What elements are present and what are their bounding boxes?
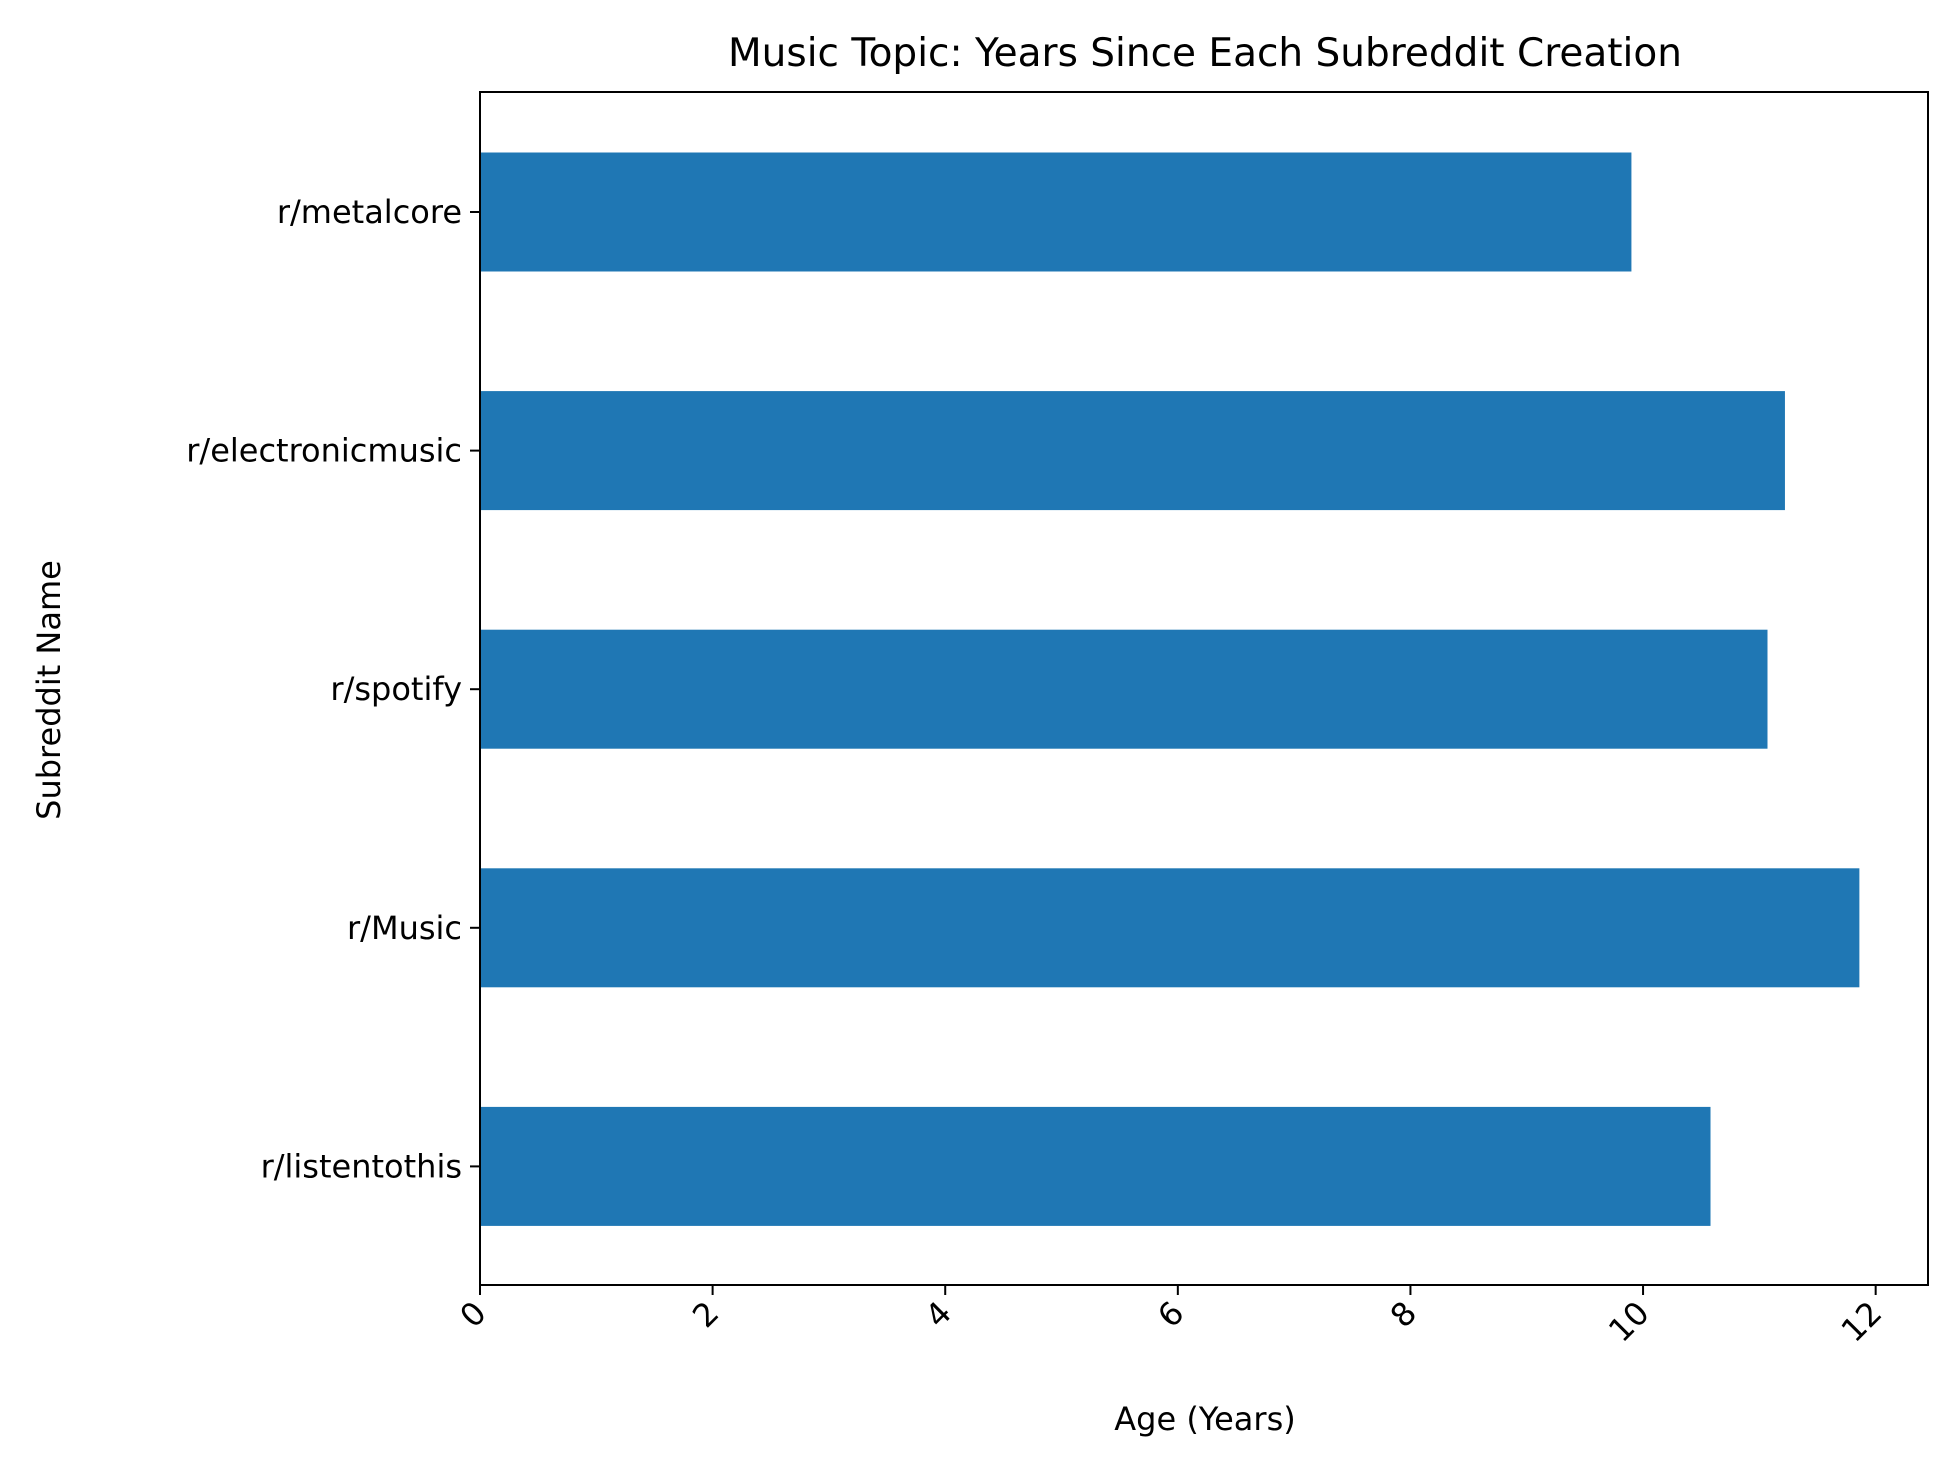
x-tick-label: 4 <box>918 1294 959 1335</box>
bars-group <box>480 152 1860 1226</box>
y-axis-label: Subreddit Name <box>30 560 68 820</box>
y-axis: r/metalcore r/electronicmusic r/spotify r/M… <box>186 193 480 1185</box>
y-tick-label: r/spotify <box>330 670 462 708</box>
x-tick-label: 10 <box>1601 1294 1657 1350</box>
x-tick-label: 12 <box>1834 1294 1890 1350</box>
y-tick-label: r/listentothis <box>261 1147 462 1185</box>
x-axis: 0 2 4 6 8 10 12 <box>452 1285 1889 1349</box>
bar-r-electronicmusic <box>480 391 1785 511</box>
y-tick-label: r/Music <box>347 909 462 947</box>
x-tick-label: 8 <box>1383 1294 1424 1335</box>
chart-title: Music Topic: Years Since Each Subreddit … <box>728 31 1682 76</box>
x-axis-label: Age (Years) <box>1114 1400 1295 1438</box>
bar-r-music <box>480 868 1860 988</box>
x-tick-label: 2 <box>685 1294 726 1335</box>
x-tick-label: 0 <box>452 1294 493 1335</box>
y-tick-label: r/electronicmusic <box>186 432 462 470</box>
bar-r-spotify <box>480 629 1768 749</box>
bar-r-metalcore <box>480 152 1632 272</box>
y-tick-label: r/metalcore <box>277 193 462 231</box>
x-tick-label: 6 <box>1150 1294 1191 1335</box>
bar-r-listentothis <box>480 1106 1711 1226</box>
